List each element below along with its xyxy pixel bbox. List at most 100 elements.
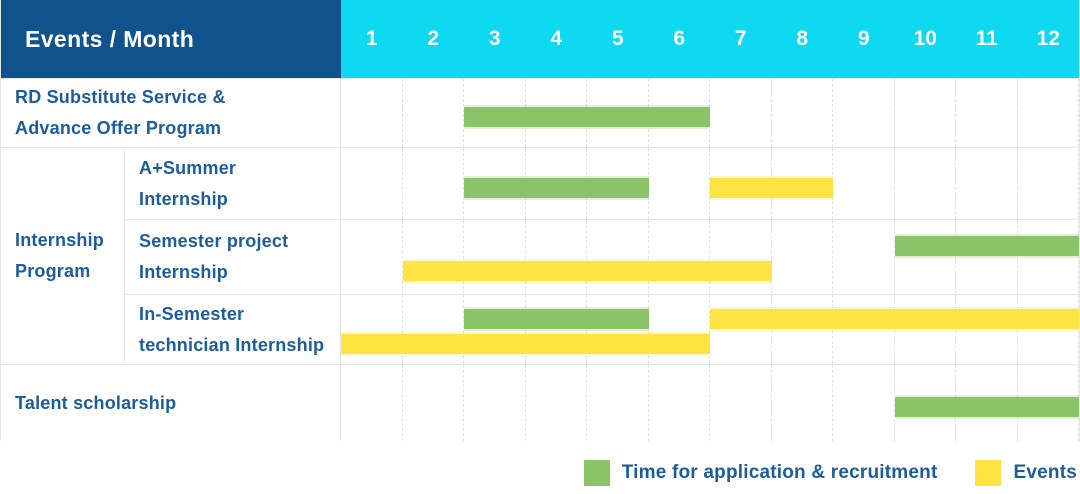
row-label-in-semester-technician-internship: In-Semester technician Internship [125,294,341,364]
month-header-7: 7 [734,27,747,50]
label-line: In-Semester [139,303,245,324]
month-gridcell [341,295,403,364]
month-gridcell [956,220,1018,294]
month-gridcell [710,365,772,441]
month-gridcell [772,79,833,147]
legend-item-events: Events [975,460,1077,486]
green-bar-months-3-5 [464,309,649,330]
label-line: A+Summer [139,157,237,178]
row-label-semester-project-internship: Semester project Internship [125,219,341,294]
yellow-bar-months-2-7 [402,261,772,282]
month-gridcell [403,79,464,147]
month-gridcell [526,220,587,294]
label-line: RD Substitute Service & [15,87,226,108]
month-gridcell [772,365,833,441]
month-gridcell [649,365,710,441]
yellow-bar-months-7-12 [710,309,1079,330]
row-label-rd-substitute-service-advance-offer-program: RD Substitute Service & Advance Offer Pro… [1,78,341,147]
chart-row-semester-project-internship [341,219,1079,294]
month-gridcell [772,295,833,364]
month-gridcell [464,220,526,294]
green-swatch-icon [583,460,610,486]
chart-row-in-semester-technician-internship [341,294,1079,364]
month-gridcell [1018,220,1079,294]
gantt-table: Events / Month 1 2 3 4 5 6 7 8 9 10 11 12 RD Substi… [0,0,1080,441]
month-header-4: 4 [550,27,563,50]
month-gridcell [341,365,403,441]
green-bar-months-3-6 [464,107,710,127]
month-gridcell [833,365,895,441]
label-line: Internship [139,262,229,282]
month-gridcell [403,220,464,294]
label-line: Talent scholarship [15,392,177,413]
green-bar-months-3-5 [464,177,649,198]
month-gridcell [895,220,956,294]
label-line: Advance Offer Program [15,118,222,138]
month-header-3: 3 [488,27,501,50]
month-gridcell [833,295,895,364]
month-header-12: 12 [1036,27,1060,50]
month-gridcell [956,295,1018,364]
month-header-band: 1 2 3 4 5 6 7 8 9 10 11 12 [341,0,1079,78]
month-gridcell [464,295,526,364]
legend-label: Time for application & recruitment [621,462,938,483]
month-gridcell [403,295,464,364]
month-header-10: 10 [913,27,937,50]
row-label-a-summer-internship: A+Summer Internship [125,147,341,219]
label-line: technician Internship [139,334,325,355]
month-gridcell [403,365,464,441]
month-gridcell [772,220,833,294]
month-gridcell [1018,148,1079,219]
month-gridcell [464,365,526,441]
month-gridcell [710,295,772,364]
month-gridcell [895,148,956,219]
month-header-5: 5 [611,27,624,50]
month-gridcell [649,148,710,219]
label-line: Semester project [139,231,289,252]
month-gridcell [341,220,403,294]
month-gridcell [1018,79,1079,147]
legend: Time for application & recruitment Events [583,455,1077,491]
month-gridcell [833,148,895,219]
yellow-bar-months-7-8 [710,177,833,198]
events-month-label: Events / Month [25,25,195,52]
row-label-talent-scholarship: Talent scholarship [1,364,341,441]
month-gridcell [649,220,710,294]
yellow-bar-months-1-6 [341,333,710,354]
month-gridcell [833,220,895,294]
month-gridcell [587,295,649,364]
events-month-header: Events / Month [1,0,341,78]
label-line: Internship [15,230,105,251]
group-label-internship-program: Internship Program [1,147,125,364]
month-header-2: 2 [427,27,440,50]
month-gridcell [956,148,1018,219]
legend-item-time-for-application-recruitment: Time for application & recruitment [583,460,938,486]
month-gridcell [403,148,464,219]
month-header-1: 1 [365,27,378,50]
chart-row-rd-substitute-service-advance-offer-program [341,78,1079,147]
month-gridcell [1018,295,1079,364]
month-gridcell [341,79,403,147]
label-line: Program [15,261,91,281]
month-gridcell [341,148,403,219]
yellow-swatch-icon [975,460,1002,486]
label-line: Internship [139,188,229,209]
month-gridcell [587,365,649,441]
chart-row-talent-scholarship [341,364,1079,441]
month-gridcell [895,79,956,147]
month-gridcell [710,220,772,294]
green-bar-months-10-12 [894,397,1079,417]
month-gridcell [526,295,587,364]
green-bar-months-10-12 [894,235,1079,256]
month-header-9: 9 [857,27,870,50]
month-gridcell [587,220,649,294]
month-gridcell [956,79,1018,147]
chart-row-a-summer-internship [341,147,1079,219]
month-header-6: 6 [673,27,686,50]
month-gridcell [649,295,710,364]
month-gridcell [833,79,895,147]
month-gridcell [710,79,772,147]
month-gridcell [895,295,956,364]
month-gridcell [526,365,587,441]
